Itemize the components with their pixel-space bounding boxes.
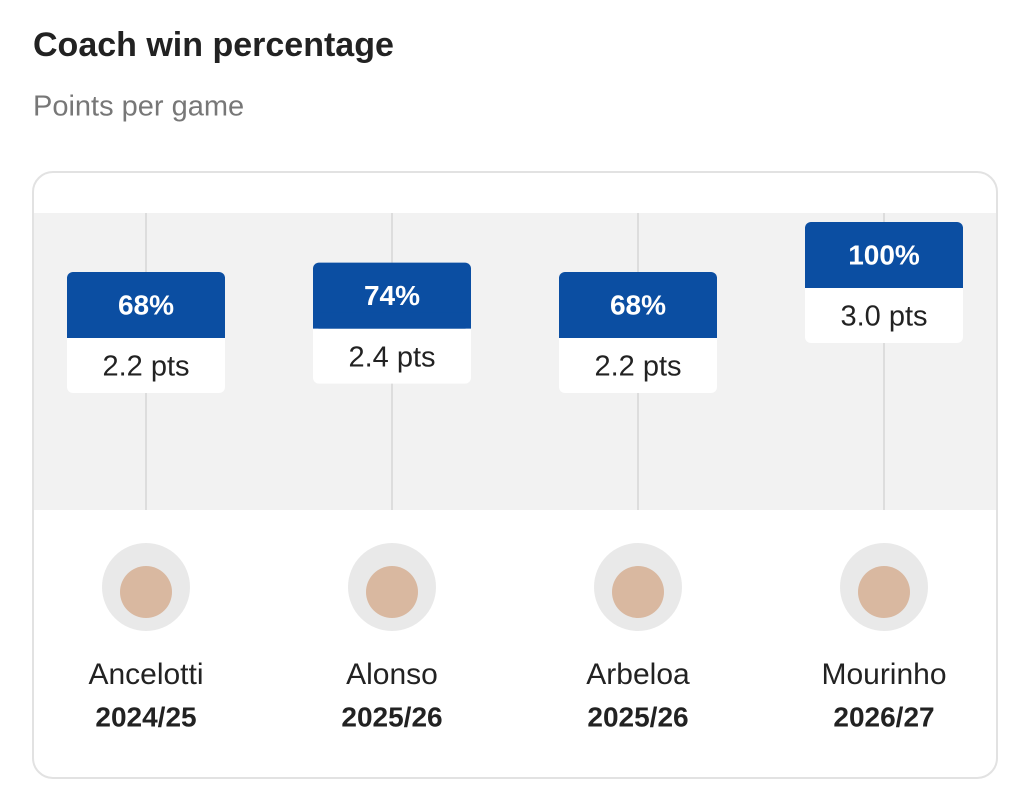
- coach-face: [858, 566, 910, 618]
- coach-name: Mourinho: [821, 658, 946, 691]
- win-pct-box: [559, 272, 717, 338]
- win-pct-label: 68%: [610, 289, 666, 320]
- coach-name: Alonso: [346, 658, 438, 691]
- coach-name: Ancelotti: [88, 658, 203, 691]
- coach-face: [120, 566, 172, 618]
- win-pct-box-base: [67, 322, 225, 338]
- coach-face: [366, 566, 418, 618]
- win-pct-box-base: [559, 322, 717, 338]
- win-pct-box-base: [313, 312, 471, 329]
- win-pct-label: 74%: [364, 280, 420, 311]
- chart-subtitle: Points per game: [33, 91, 244, 123]
- win-pct-label: 68%: [118, 289, 174, 320]
- coach-season: 2025/26: [587, 701, 688, 732]
- win-pct-box: [805, 222, 963, 288]
- points-label: 2.4 pts: [348, 341, 435, 373]
- coach-season: 2026/27: [833, 701, 934, 732]
- win-pct-box: [67, 272, 225, 338]
- coach-season: 2024/25: [95, 701, 196, 732]
- points-label: 2.2 pts: [594, 351, 681, 383]
- coach-season: 2025/26: [341, 701, 442, 732]
- coach-face: [612, 566, 664, 618]
- win-pct-label: 100%: [848, 239, 920, 270]
- win-pct-box-base: [805, 272, 963, 288]
- points-label: 2.2 pts: [102, 351, 189, 383]
- chart-title: Coach win percentage: [33, 26, 394, 64]
- win-pct-box: [313, 262, 471, 329]
- points-label: 3.0 pts: [840, 301, 927, 333]
- coach-name: Arbeloa: [586, 658, 690, 691]
